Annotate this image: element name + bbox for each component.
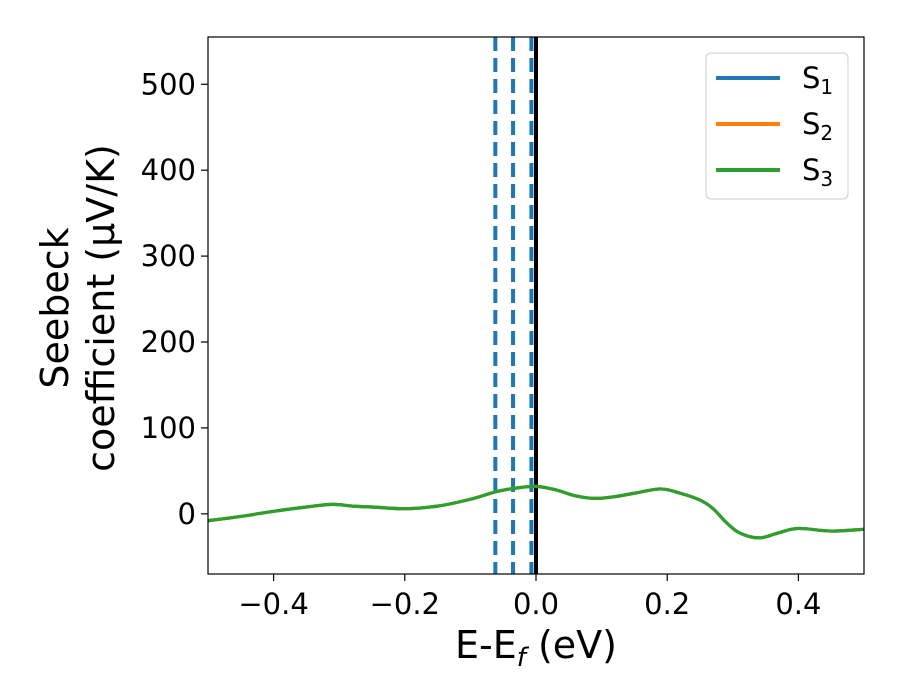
legend-label-s2-sub: 2 [820, 121, 833, 145]
y-tick-label: 200 [141, 325, 196, 359]
legend-label-s3-sub: 3 [820, 167, 833, 191]
legend-label-s2-main: S [802, 107, 820, 141]
x-tick-label: −0.4 [238, 587, 308, 621]
y-axis-title: Seebeck coefficient (μV/K) [33, 144, 123, 472]
y-axis-title-line2: coefficient (μV/K) [79, 144, 123, 472]
x-axis-title: E-Ef (eV) [455, 623, 617, 673]
x-tick-label: 0.2 [644, 587, 690, 621]
legend-label-s1-sub: 1 [820, 75, 833, 99]
legend-label-s3-main: S [802, 153, 820, 187]
y-tick-label: 500 [141, 67, 196, 101]
x-tick-label: 0.0 [513, 587, 559, 621]
y-axis-ticks: 0 100 200 300 400 500 [141, 67, 208, 531]
x-axis-title-main: E-E [455, 623, 517, 667]
x-axis-title-unit: (eV) [526, 623, 617, 667]
legend: S1 S2 S3 [705, 52, 849, 200]
legend-label-s1-main: S [802, 61, 820, 95]
legend-label-s3: S3 [802, 153, 833, 191]
reference-lines [493, 37, 538, 574]
y-tick-label: 100 [141, 411, 196, 445]
y-tick-label: 400 [141, 153, 196, 187]
legend-label-s1: S1 [802, 61, 833, 99]
series-lines [208, 484, 864, 540]
x-tick-label: −0.2 [370, 587, 440, 621]
y-axis-title-line1: Seebeck [33, 227, 77, 388]
x-tick-label: 0.4 [775, 587, 821, 621]
legend-label-s2: S2 [802, 107, 833, 145]
y-tick-label: 0 [178, 497, 196, 531]
y-tick-label: 300 [141, 239, 196, 273]
x-axis-ticks: −0.4 −0.2 0.0 0.2 0.4 [238, 574, 821, 621]
series-line-s3 [208, 484, 864, 540]
